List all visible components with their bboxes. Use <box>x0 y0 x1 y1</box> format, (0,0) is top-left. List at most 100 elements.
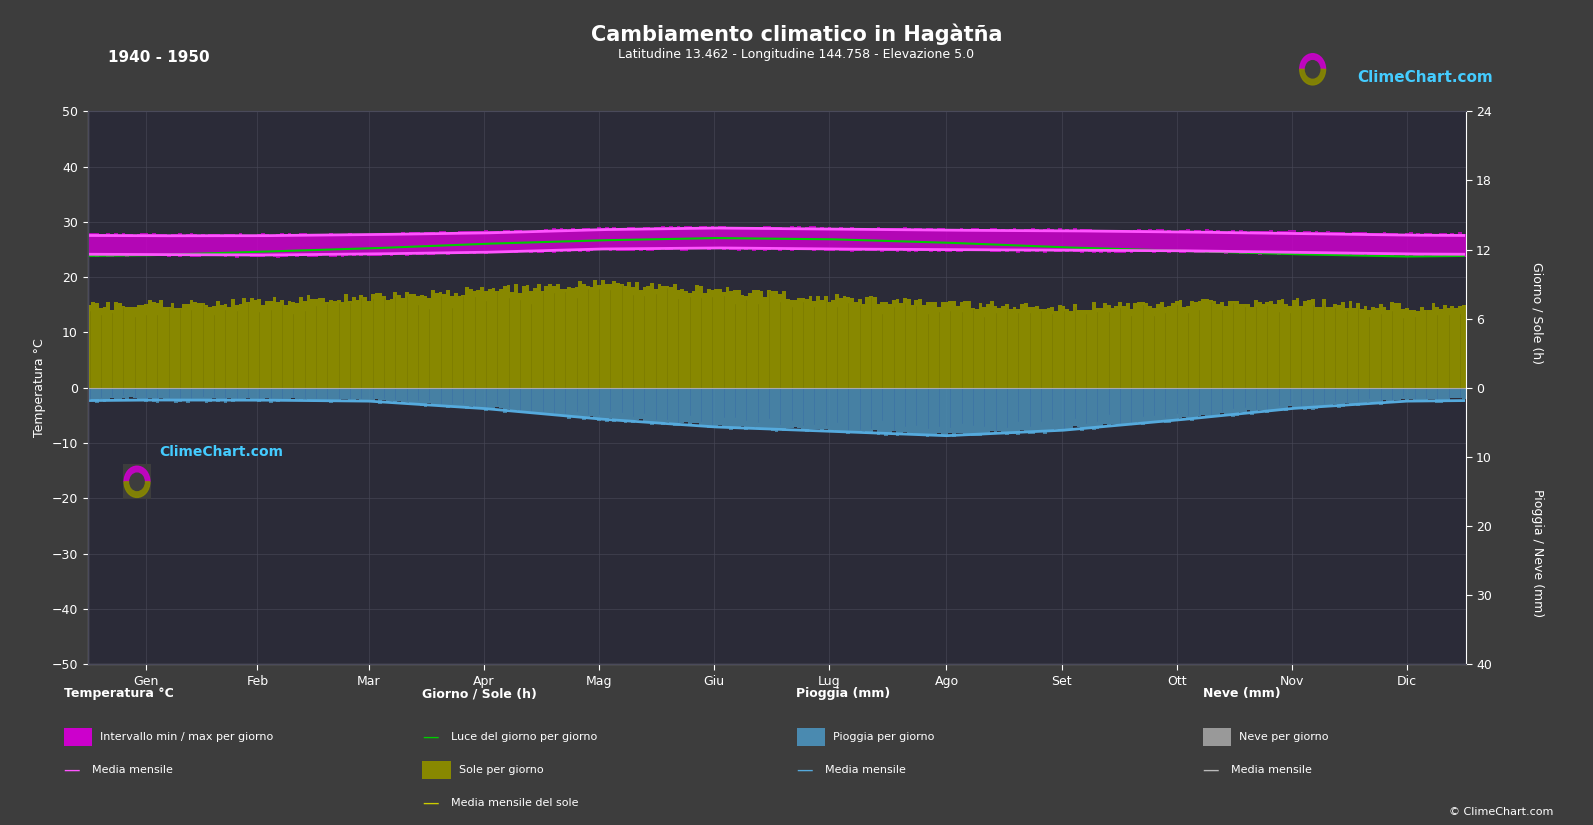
Bar <box>465 388 468 409</box>
Bar <box>1152 309 1157 388</box>
Bar <box>198 235 201 257</box>
Text: 1940 - 1950: 1940 - 1950 <box>108 50 210 64</box>
Bar <box>159 299 162 388</box>
Bar <box>1303 388 1306 410</box>
Bar <box>140 233 145 255</box>
Bar <box>424 388 427 408</box>
Bar <box>793 227 798 249</box>
Bar <box>1080 388 1085 431</box>
Bar <box>1383 307 1386 388</box>
Bar <box>1344 233 1349 256</box>
Text: Neve per giorno: Neve per giorno <box>1239 732 1329 742</box>
Text: ClimeChart.com: ClimeChart.com <box>1357 70 1493 85</box>
Bar <box>159 388 162 398</box>
Bar <box>1421 388 1424 401</box>
Bar <box>631 286 636 388</box>
Bar <box>1061 229 1066 251</box>
Bar <box>1118 230 1121 252</box>
Bar <box>96 388 99 403</box>
Bar <box>314 234 319 257</box>
Text: —: — <box>64 761 80 779</box>
Bar <box>647 286 650 388</box>
Bar <box>972 228 975 250</box>
Bar <box>1344 308 1349 388</box>
Bar <box>115 388 118 400</box>
Bar <box>190 388 193 400</box>
Bar <box>253 388 258 401</box>
Bar <box>1008 309 1013 388</box>
Bar <box>1446 309 1451 388</box>
Bar <box>941 228 945 251</box>
Bar <box>926 388 929 436</box>
Bar <box>537 285 540 388</box>
Bar <box>1228 231 1231 252</box>
Bar <box>1027 307 1031 388</box>
Bar <box>349 301 352 388</box>
Bar <box>722 388 726 428</box>
Bar <box>884 228 887 252</box>
Bar <box>989 228 994 252</box>
Bar <box>137 234 140 255</box>
Bar <box>846 297 851 388</box>
Bar <box>1258 303 1262 388</box>
Bar <box>446 388 451 408</box>
Bar <box>352 297 355 388</box>
Bar <box>170 234 175 257</box>
Bar <box>937 307 941 388</box>
Bar <box>1446 234 1451 257</box>
Bar <box>484 230 487 254</box>
Bar <box>680 227 683 251</box>
Bar <box>330 388 333 403</box>
Bar <box>1069 388 1074 428</box>
Bar <box>167 307 170 388</box>
Bar <box>397 388 401 401</box>
Bar <box>1254 299 1258 388</box>
Bar <box>280 388 284 401</box>
Bar <box>699 225 703 249</box>
Bar <box>1016 230 1020 252</box>
Bar <box>718 388 722 425</box>
Bar <box>967 388 972 435</box>
Bar <box>492 388 495 408</box>
Bar <box>330 299 333 388</box>
Bar <box>851 298 854 388</box>
Bar <box>782 291 785 388</box>
Bar <box>311 299 314 388</box>
Bar <box>1008 229 1013 251</box>
Bar <box>1182 388 1187 417</box>
Bar <box>639 388 642 419</box>
Bar <box>484 388 487 411</box>
Bar <box>672 227 677 249</box>
Bar <box>201 303 204 388</box>
Bar <box>620 228 624 252</box>
Bar <box>1243 304 1247 388</box>
Bar <box>1133 388 1137 424</box>
Bar <box>457 388 462 406</box>
Bar <box>669 226 672 249</box>
Bar <box>870 229 873 252</box>
Bar <box>824 388 827 429</box>
Bar <box>691 227 696 248</box>
Bar <box>1262 230 1265 253</box>
Bar <box>1091 388 1096 430</box>
Bar <box>812 388 816 429</box>
Bar <box>862 304 865 388</box>
Bar <box>107 388 110 401</box>
Bar <box>710 388 714 427</box>
Bar <box>217 301 220 388</box>
Bar <box>1375 388 1378 404</box>
Bar <box>366 388 371 402</box>
Bar <box>454 293 457 388</box>
Bar <box>937 229 941 252</box>
Bar <box>288 233 292 257</box>
Bar <box>454 233 457 254</box>
Bar <box>1378 388 1383 405</box>
Bar <box>567 230 570 252</box>
Bar <box>284 234 288 257</box>
Bar <box>548 284 551 388</box>
Bar <box>876 304 881 388</box>
Bar <box>280 299 284 388</box>
Bar <box>1050 229 1055 251</box>
Bar <box>1039 388 1043 431</box>
Bar <box>1397 233 1402 255</box>
